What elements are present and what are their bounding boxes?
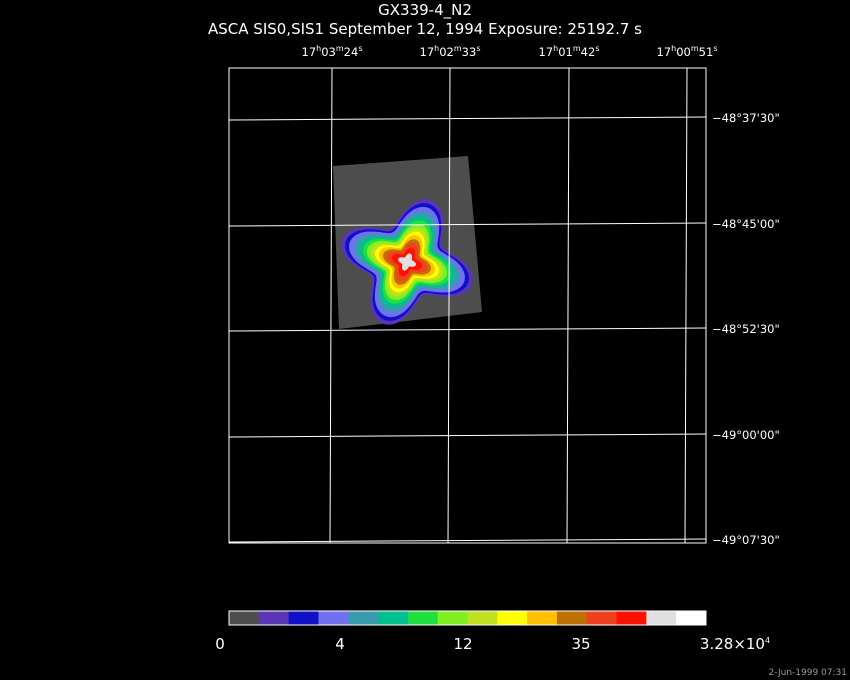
- ra-tick-label: 17h02m33s: [419, 44, 481, 59]
- dec-tick-label: −49°07'30": [712, 533, 780, 547]
- colorbar-swatch-11: [527, 611, 558, 625]
- dec-tick-label: −48°52'30": [712, 322, 780, 336]
- colorbar-swatch-9: [467, 611, 498, 625]
- ra-grid-line-4: [684, 67, 688, 544]
- ra-tick-label: 17h00m51s: [656, 44, 718, 59]
- dec-tick-label: −48°45'00": [712, 217, 780, 231]
- timestamp: 2-Jun-1999 07:31: [768, 668, 848, 678]
- dec-grid-line-3: [228, 327, 707, 332]
- colorbar-swatch-13: [586, 611, 618, 625]
- source-contour-14: [398, 253, 416, 271]
- colorbar-swatch-5: [348, 611, 379, 625]
- colorbar-swatch-6: [378, 611, 409, 625]
- colorbar-swatch-10: [497, 611, 528, 625]
- colorbar-tick-label: 12: [453, 635, 473, 653]
- colorbar-swatch-3: [288, 611, 319, 625]
- plot-title: GX339-4_N2: [378, 1, 472, 19]
- colorbar-swatch-15: [646, 611, 677, 625]
- colorbar-swatch-8: [437, 611, 468, 625]
- colorbar-swatch-14: [616, 611, 647, 625]
- colorbar-tick-label: 0: [215, 635, 225, 653]
- ra-grid-line-3: [566, 67, 570, 544]
- colorbar-swatch-2: [258, 611, 290, 625]
- colorbar-swatch-7: [407, 611, 439, 625]
- ra-tick-label: 17h01m42s: [538, 44, 600, 59]
- ra-grid-line-1: [329, 67, 333, 544]
- colorbar-tick-label: 35: [571, 635, 591, 653]
- dec-grid-line-4: [228, 433, 707, 438]
- colorbar-swatch-1: [229, 611, 260, 625]
- colorbar-tick-label: 4: [335, 635, 345, 653]
- dec-grid-line-5: [228, 538, 707, 543]
- dec-tick-label: −49°00'00": [712, 428, 780, 442]
- dec-grid-line-2: [228, 222, 707, 227]
- colorbar-tick-label: 3.28×104: [699, 635, 771, 653]
- ra-grid-line-2: [447, 67, 451, 544]
- dec-grid-line-1: [228, 116, 707, 121]
- colorbar-swatch-16: [676, 611, 707, 625]
- plot-subtitle: ASCA SIS0,SIS1 September 12, 1994 Exposu…: [208, 20, 642, 38]
- colorbar-swatch-4: [318, 611, 349, 625]
- colorbar-swatch-12: [556, 611, 588, 625]
- ra-tick-label: 17h03m24s: [301, 44, 363, 59]
- dec-tick-label: −48°37'30": [712, 111, 780, 125]
- colorbar-frame: [228, 610, 707, 626]
